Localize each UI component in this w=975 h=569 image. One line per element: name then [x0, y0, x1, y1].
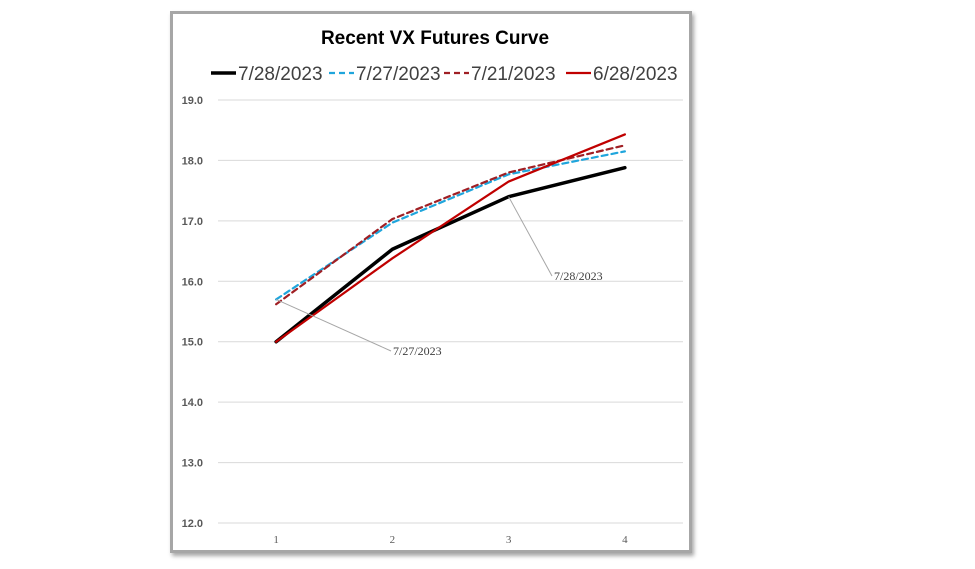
- line-chart: Recent VX Futures Curve 7/28/2023 7/27/20…: [182, 28, 683, 546]
- series-line: [274, 165, 627, 344]
- legend-label: 6/28/2023: [593, 64, 678, 85]
- y-tick-label: 16.0: [182, 276, 203, 288]
- y-tick-label: 12.0: [182, 518, 203, 530]
- legend: 7/28/2023 7/27/2023 7/21/2023 6/28/2023: [211, 64, 678, 85]
- y-axis-ticks: 12.0 13.0 14.0 15.0 16.0 17.0 18.0 19.0: [182, 95, 203, 530]
- y-tick-label: 18.0: [182, 155, 203, 167]
- series-lines: [274, 133, 627, 344]
- annotation-label: 7/27/2023: [393, 344, 442, 358]
- annotations: 7/28/2023 7/27/2023: [275, 196, 603, 358]
- x-tick-label: 2: [390, 534, 396, 546]
- annotation-label: 7/28/2023: [554, 269, 603, 283]
- y-tick-label: 13.0: [182, 458, 203, 470]
- y-tick-label: 15.0: [182, 337, 203, 349]
- x-axis-ticks: 1 2 3 4: [273, 534, 628, 546]
- x-tick-label: 1: [273, 534, 279, 546]
- chart-frame: Recent VX Futures Curve 7/28/2023 7/27/20…: [170, 11, 692, 553]
- legend-label: 7/27/2023: [356, 64, 441, 85]
- legend-label: 7/28/2023: [238, 64, 323, 85]
- legend-label: 7/21/2023: [471, 64, 556, 85]
- y-tick-label: 19.0: [182, 95, 203, 107]
- annotation-leader-line: [508, 196, 553, 277]
- chart-title: Recent VX Futures Curve: [321, 28, 549, 49]
- x-tick-label: 3: [506, 534, 512, 546]
- y-tick-label: 17.0: [182, 216, 203, 228]
- series-line: [275, 133, 626, 343]
- y-tick-label: 14.0: [182, 397, 203, 409]
- x-tick-label: 4: [622, 534, 628, 546]
- annotation-leader-line: [275, 298, 392, 352]
- gridlines: [218, 99, 683, 524]
